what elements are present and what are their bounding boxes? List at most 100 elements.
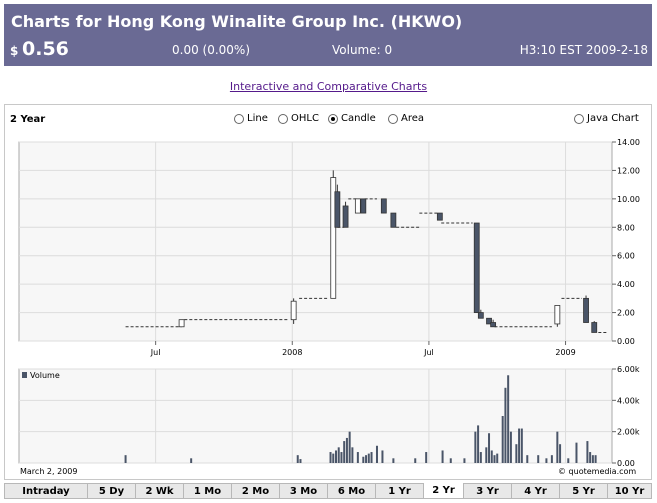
x-tick-label: 2008: [282, 348, 302, 357]
java-chart-option[interactable]: Java Chart: [574, 113, 639, 124]
volume-bar: [340, 452, 343, 463]
candle-body: [554, 305, 561, 325]
volume-bar: [556, 431, 559, 463]
volume-bar: [594, 455, 597, 463]
candle-body: [490, 322, 497, 328]
x-tick-label: Jul: [423, 348, 434, 357]
volume-bar: [392, 458, 395, 463]
chart-type-area-option[interactable]: Area: [388, 113, 424, 124]
volume-readout: Volume: 0: [332, 43, 393, 57]
price-tick-label: 14.00: [617, 138, 640, 147]
chart-type-ohlc-option[interactable]: OHLC: [278, 113, 319, 124]
tab-1-mo[interactable]: 1 Mo: [184, 483, 232, 499]
volume-bar: [463, 458, 466, 463]
volume-bar: [351, 447, 354, 463]
chart-type-candle-option[interactable]: Candle: [328, 113, 376, 124]
tab-2-wk[interactable]: 2 Wk: [136, 483, 184, 499]
radio-button-icon[interactable]: [388, 113, 398, 124]
quote-timestamp: H3:10 EST 2009-2-18: [519, 43, 648, 57]
tab-4-yr[interactable]: 4 Yr: [512, 483, 560, 499]
price-tick-label: 8.00: [617, 223, 635, 232]
candle-body: [473, 222, 480, 313]
tab-3-yr[interactable]: 3 Yr: [464, 483, 512, 499]
volume-bar: [299, 459, 302, 463]
volume-bar: [370, 452, 373, 463]
volume-bar: [550, 455, 553, 463]
price-tick-label: 12.00: [617, 166, 640, 175]
x-tick-label: 2009: [555, 348, 575, 357]
chart-type-line-option[interactable]: Line: [234, 113, 268, 124]
tab-3-mo[interactable]: 3 Mo: [280, 483, 328, 499]
candle-body: [477, 312, 484, 319]
volume-bar: [365, 455, 368, 463]
chart-type-label: Candle: [341, 113, 376, 124]
tab-5-dy[interactable]: 5 Dy: [88, 483, 136, 499]
volume-bar: [375, 445, 378, 463]
price-tick-label: 4.00: [617, 280, 635, 289]
quotemedia-credit: © quotemedia.com: [558, 467, 637, 476]
radio-button-icon[interactable]: [278, 113, 288, 124]
volume-bar: [190, 458, 193, 463]
tab-1-yr[interactable]: 1 Yr: [376, 483, 424, 499]
volume-plot-area: [18, 368, 613, 464]
tab-2-yr[interactable]: 2 Yr: [424, 483, 464, 499]
volume-bar: [296, 455, 299, 463]
volume-tick-label: 2.00k: [617, 428, 640, 437]
volume-chart: 0.00 2.00k 4.00k 6.00k Volume: [18, 365, 640, 468]
tab-5-yr[interactable]: 5 Yr: [560, 483, 608, 499]
chart-type-label: OHLC: [291, 113, 319, 124]
volume-tick-label: 4.00k: [617, 396, 640, 405]
price-tick-label: 0.00: [617, 337, 635, 346]
radio-button-icon[interactable]: [234, 113, 244, 124]
volume-tick-label: 6.00k: [617, 365, 640, 374]
price-tick-label: 10.00: [617, 195, 640, 204]
tab-2-mo[interactable]: 2 Mo: [232, 483, 280, 499]
java-chart-label: Java Chart: [587, 113, 639, 124]
volume-bar: [509, 431, 512, 463]
volume-bar: [345, 437, 348, 463]
volume-bar: [124, 455, 127, 463]
volume-bar: [348, 431, 351, 463]
candle-body: [390, 212, 397, 228]
chart-toolbar: 2 Year Line OHLC Candle Area Java Chart: [5, 105, 651, 131]
volume-bar: [449, 458, 452, 463]
volume-bar: [507, 375, 510, 463]
volume-bar: [501, 416, 504, 463]
volume-bar: [515, 444, 518, 463]
tab-6-mo[interactable]: 6 Mo: [328, 483, 376, 499]
candle-body: [330, 177, 337, 299]
candle-body: [436, 212, 443, 221]
price-tick-label: 2.00: [617, 309, 635, 318]
volume-bar: [381, 450, 384, 463]
price-tick-label: 6.00: [617, 252, 635, 261]
volume-bar: [343, 441, 346, 463]
volume-bar: [367, 453, 370, 463]
volume-bar: [356, 452, 359, 463]
volume-bar: [441, 450, 444, 463]
volume-bar: [575, 442, 578, 463]
volume-bar: [414, 458, 417, 463]
candle-body: [380, 198, 387, 214]
volume-bar: [329, 452, 332, 463]
candle-body: [591, 322, 598, 333]
volume-bar: [337, 447, 340, 463]
volume-bar: [477, 425, 480, 463]
volume-bar: [520, 428, 523, 463]
chart-date: March 2, 2009: [20, 467, 78, 476]
volume-bar: [545, 458, 548, 463]
quote-header: Charts for Hong Kong Winalite Group Inc.…: [4, 4, 652, 66]
tab-intraday[interactable]: Intraday: [4, 483, 88, 499]
interactive-charts-link[interactable]: Interactive and Comparative Charts: [229, 80, 428, 93]
candle-body: [290, 300, 297, 321]
tab-10-yr[interactable]: 10 Yr: [608, 483, 652, 499]
radio-button-icon[interactable]: [574, 113, 584, 124]
quote-summary: $ 0.56 0.00 (0.00%) Volume: 0 H3:10 EST …: [10, 38, 648, 60]
candle-body: [360, 198, 367, 214]
volume-bar: [504, 387, 507, 463]
volume-legend-swatch: [22, 372, 27, 378]
volume-bar: [559, 444, 562, 463]
volume-bar: [332, 453, 335, 463]
radio-button-selected-icon[interactable]: [328, 113, 338, 124]
chart-type-label: Area: [401, 113, 425, 124]
